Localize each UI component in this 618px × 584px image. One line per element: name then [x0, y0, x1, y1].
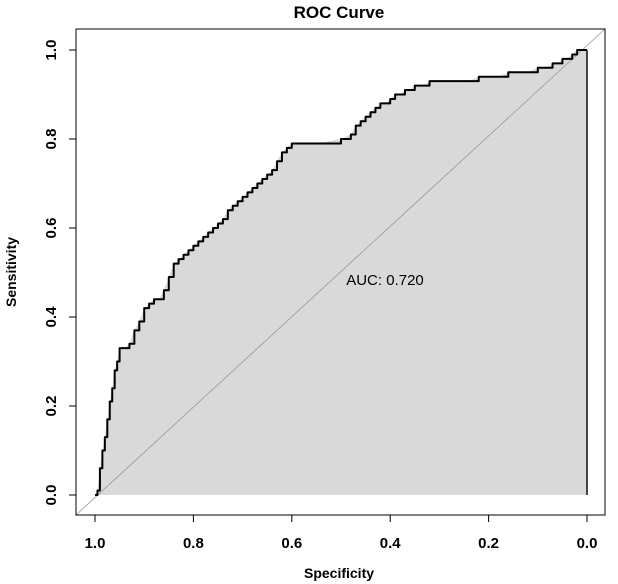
x-tick-label: 0.0	[577, 535, 598, 552]
x-tick-label: 0.6	[281, 535, 302, 552]
x-axis-label: Specificity	[304, 565, 374, 581]
plot-area: 1.0 0.8 0.6 0.4 0.2 0.0 0.0 0.2 0.4 0.6 0.8 1.0	[43, 28, 606, 552]
x-tick-label: 0.4	[380, 535, 402, 552]
y-tick-label: 0.6	[43, 218, 60, 239]
reference-diagonal	[75, 28, 606, 516]
chart-title: ROC Curve	[294, 3, 385, 22]
x-tick-label: 0.8	[183, 535, 204, 552]
x-tick-label: 1.0	[85, 535, 106, 552]
y-tick-label: 0.0	[43, 485, 60, 506]
auc-annotation: AUC: 0.720	[346, 272, 424, 289]
auc-shaded-area	[95, 50, 587, 495]
y-tick-label: 0.8	[43, 129, 60, 150]
y-axis-label: Sensitivity	[3, 237, 19, 307]
y-tick-label: 0.2	[43, 396, 60, 417]
y-tick-label: 0.4	[43, 306, 60, 328]
x-tick-label: 0.2	[478, 535, 499, 552]
plot-frame	[75, 28, 606, 516]
y-tick-label: 1.0	[43, 40, 60, 61]
roc-curve-line	[95, 49, 587, 496]
